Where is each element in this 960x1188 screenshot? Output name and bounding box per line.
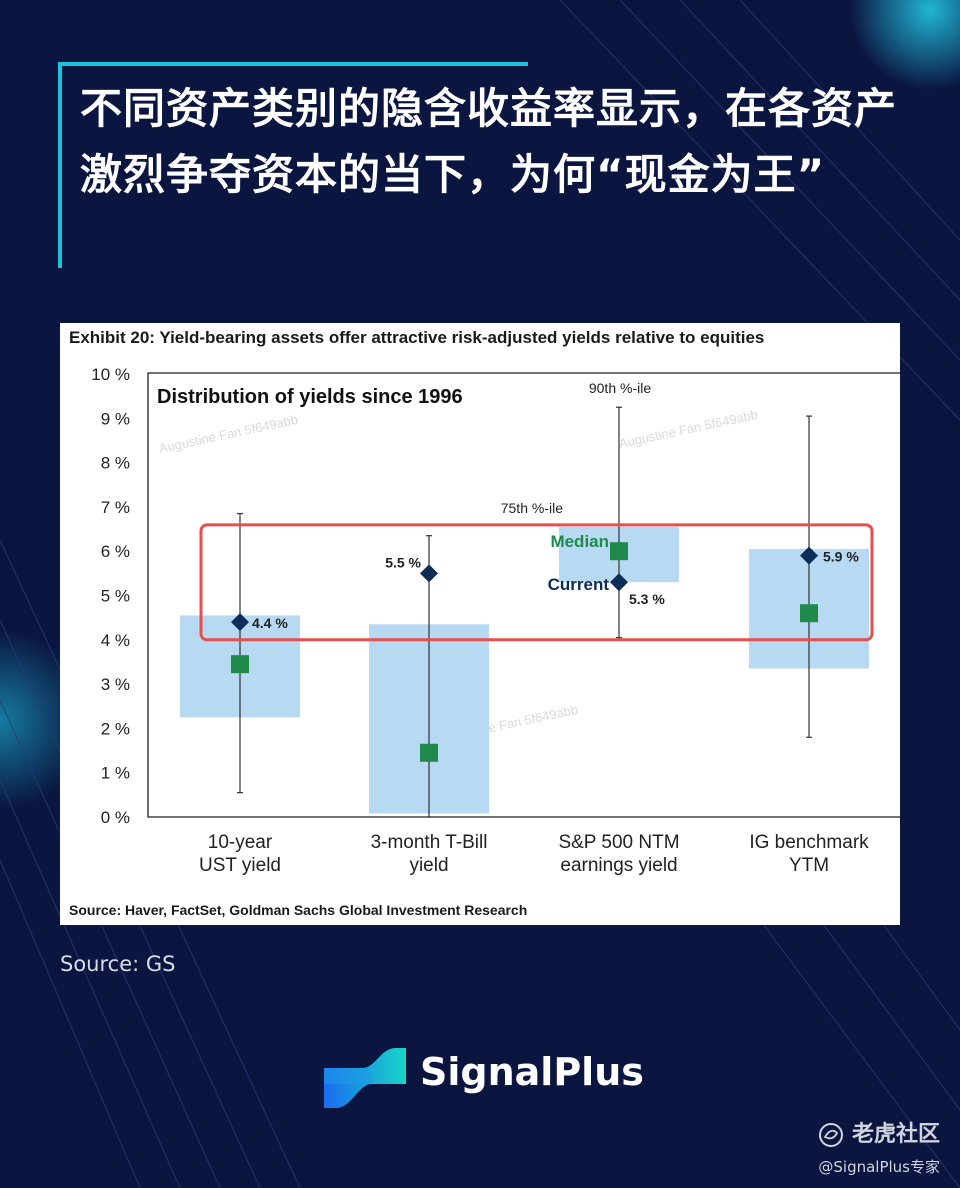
- y-tick-label: 9 %: [101, 409, 130, 428]
- community-handle: @SignalPlus专家: [818, 1158, 940, 1176]
- current-value-label: 5.9 %: [823, 549, 859, 565]
- current-value-label: 4.4 %: [252, 615, 288, 631]
- current-annotation: Current: [548, 575, 610, 594]
- y-tick-label: 5 %: [101, 587, 130, 606]
- y-tick-label: 0 %: [101, 808, 130, 827]
- highlight-box: [199, 523, 874, 642]
- median-annotation: Median: [550, 532, 609, 551]
- exhibit-title: Exhibit 20: Yield-bearing assets offer a…: [69, 328, 765, 347]
- median-marker: [420, 743, 438, 762]
- headline: 不同资产类别的隐含收益率显示，在各资产激烈争夺资本的当下，为何“现金为王”: [80, 84, 898, 199]
- y-tick-label: 4 %: [101, 631, 130, 650]
- community-watermark: 老虎社区 @SignalPlus专家: [818, 1116, 940, 1177]
- current-marker: [231, 613, 249, 632]
- chart-panel: Exhibit 20: Yield-bearing assets offer a…: [60, 323, 900, 925]
- signalplus-logo-icon: [324, 1048, 406, 1108]
- y-tick-label: 3 %: [101, 675, 130, 694]
- median-marker: [610, 542, 628, 561]
- watermark-text: Augustine Fan 5f649abb: [158, 412, 300, 456]
- current-value-label: 5.5 %: [385, 554, 421, 570]
- community-name: 老虎社区: [851, 1122, 940, 1147]
- median-marker: [231, 655, 249, 674]
- x-category-label: yield: [409, 855, 448, 876]
- chart-source: Source: Haver, FactSet, Goldman Sachs Gl…: [69, 902, 528, 918]
- current-marker: [800, 546, 818, 565]
- x-category-label: IG benchmark: [749, 832, 869, 853]
- box-plot-chart: Augustine Fan 5f649abb Augustine Fan 5f64…: [91, 365, 900, 876]
- image-source: Source: GS: [60, 952, 176, 976]
- y-tick-label: 1 %: [101, 764, 130, 783]
- current-marker: [420, 564, 438, 583]
- x-category-label: earnings yield: [560, 855, 677, 876]
- y-tick-label: 7 %: [101, 498, 130, 517]
- x-category-label: UST yield: [199, 855, 281, 876]
- headline-accent-line: [58, 62, 62, 268]
- chart-title: Distribution of yields since 1996: [157, 386, 463, 408]
- y-tick-label: 6 %: [101, 542, 130, 561]
- median-marker: [800, 604, 818, 623]
- plot-frame: [147, 372, 900, 818]
- brand-name: SignalPlus: [420, 1050, 644, 1094]
- x-category-label: YTM: [789, 855, 829, 876]
- p75-annotation: 75th %-ile: [501, 500, 563, 516]
- current-value-label: 5.3 %: [629, 591, 665, 607]
- x-category-label: 3-month T-Bill: [371, 832, 488, 853]
- x-category-label: 10-year: [208, 832, 273, 853]
- current-marker: [610, 573, 628, 592]
- tiger-logo-icon: [818, 1123, 843, 1147]
- y-tick-label: 10 %: [91, 365, 130, 384]
- watermark-text: Augustine Fan 5f649abb: [618, 407, 760, 451]
- headline-accent-bar: [58, 62, 528, 66]
- y-tick-label: 2 %: [101, 719, 130, 738]
- p90-annotation: 90th %-ile: [589, 380, 651, 396]
- x-category-label: S&P 500 NTM: [558, 832, 679, 853]
- y-tick-label: 8 %: [101, 454, 130, 473]
